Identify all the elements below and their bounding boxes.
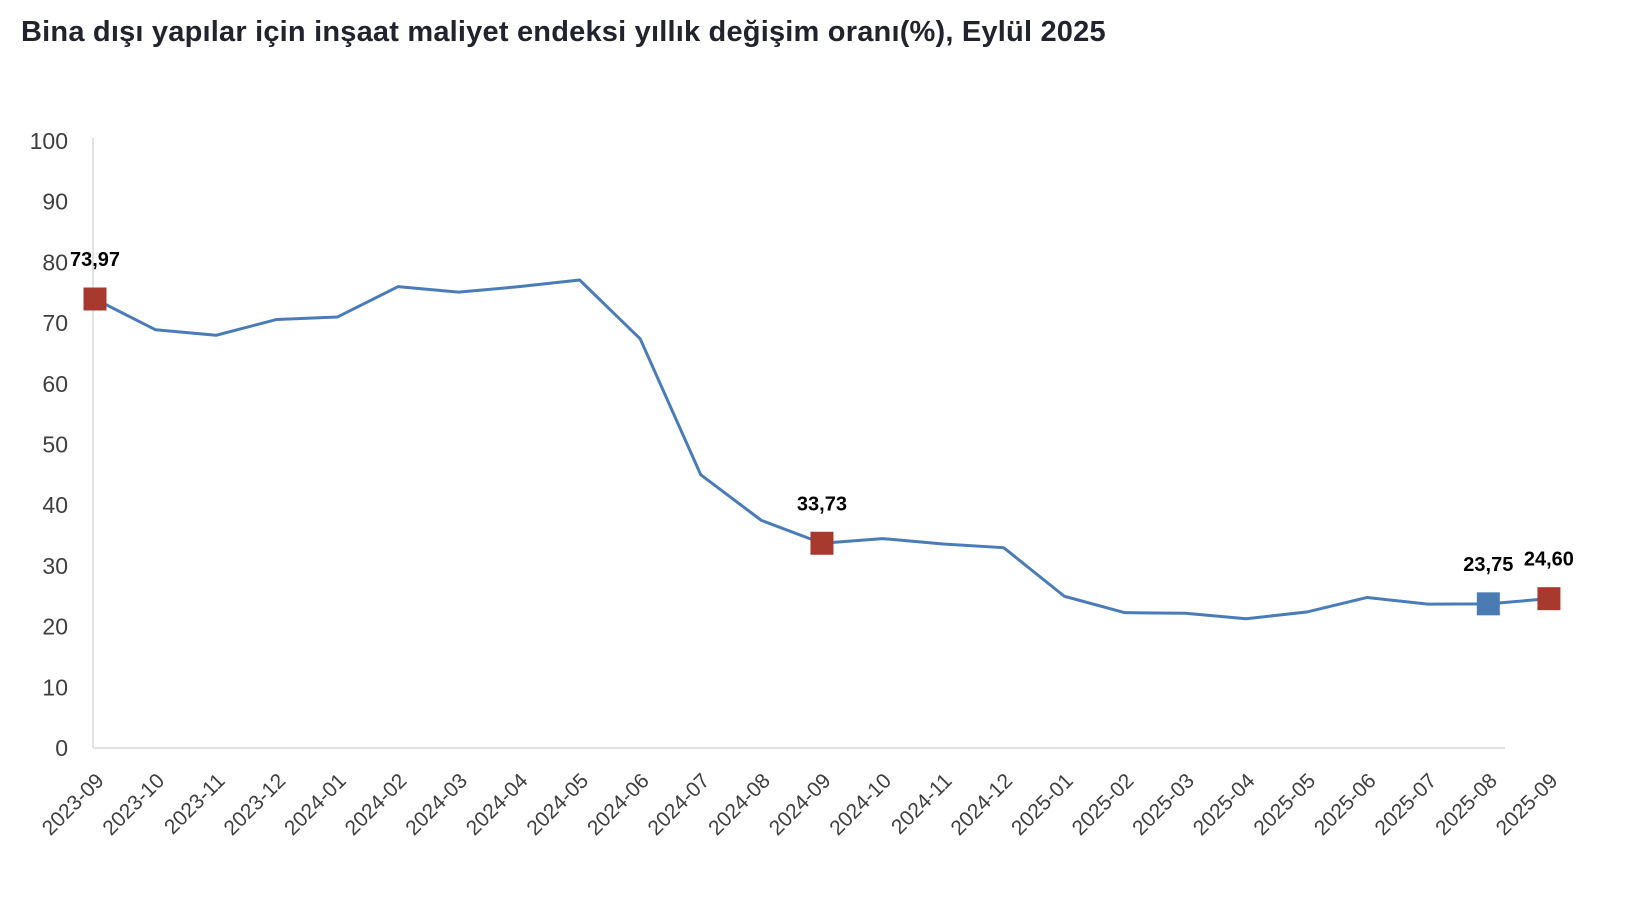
blue-square-marker <box>1476 592 1500 616</box>
x-axis-tick-label: 2024-08 <box>704 769 775 840</box>
x-axis-tick-label: 2024-02 <box>341 769 412 840</box>
y-axis-tick-label: 20 <box>42 614 68 640</box>
y-axis-tick-label: 50 <box>42 432 68 458</box>
y-axis-tick-label: 70 <box>42 310 68 336</box>
data-point-label: 33,73 <box>797 493 847 515</box>
x-axis-tick-label: 2024-09 <box>765 769 836 840</box>
red-square-marker <box>810 531 834 555</box>
y-axis-tick-label: 80 <box>42 249 68 275</box>
red-square-marker <box>83 287 107 311</box>
x-axis-tick-label: 2023-10 <box>98 769 169 840</box>
x-axis-tick-label: 2025-05 <box>1249 769 1320 840</box>
x-axis-tick-label: 2023-11 <box>160 769 230 839</box>
x-axis-tick-label: 2025-01 <box>1007 769 1078 840</box>
y-axis-tick-label: 0 <box>55 735 68 761</box>
y-axis-tick-label: 40 <box>42 492 68 518</box>
x-axis-tick-label: 2024-10 <box>825 769 896 840</box>
x-axis-tick-label: 2024-05 <box>522 769 593 840</box>
x-axis-tick-label: 2024-04 <box>462 769 533 840</box>
y-axis-tick-label: 60 <box>42 371 68 397</box>
y-axis-tick-label: 10 <box>42 674 68 700</box>
x-axis-tick-label: 2025-09 <box>1492 769 1563 840</box>
x-axis-tick-label: 2025-08 <box>1431 769 1502 840</box>
y-axis-tick-label: 100 <box>30 128 68 154</box>
data-point-label: 23,75 <box>1463 554 1513 576</box>
chart-title: Bina dışı yapılar için inşaat maliyet en… <box>21 16 1106 48</box>
x-axis-tick-label: 2024-06 <box>583 769 654 840</box>
x-axis-tick-label: 2025-07 <box>1371 769 1442 840</box>
y-axis-tick-label: 30 <box>42 553 68 579</box>
x-axis-tick-label: 2024-07 <box>644 769 715 840</box>
red-square-marker <box>1537 587 1561 611</box>
x-axis-tick-label: 2025-02 <box>1068 769 1139 840</box>
x-axis-tick-label: 2024-12 <box>946 769 1017 840</box>
x-axis-tick-label: 2025-04 <box>1189 769 1260 840</box>
x-axis-tick-label: 2025-06 <box>1310 769 1381 840</box>
y-axis-tick-label: 90 <box>42 189 68 215</box>
data-point-label: 24,60 <box>1524 549 1574 571</box>
x-axis-tick-label: 2025-03 <box>1128 769 1199 840</box>
x-axis-tick-label: 2024-01 <box>280 769 351 840</box>
data-point-label: 73,97 <box>70 249 120 271</box>
series-line <box>93 278 1551 621</box>
x-axis-tick-label: 2024-11 <box>887 769 957 839</box>
x-axis-tick-label: 2023-12 <box>220 769 291 840</box>
x-axis-tick-label: 2024-03 <box>401 769 472 840</box>
x-axis-tick-label: 2023-09 <box>38 769 109 840</box>
